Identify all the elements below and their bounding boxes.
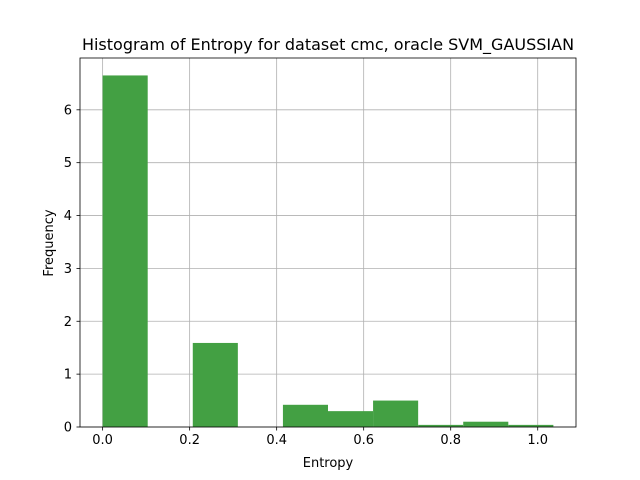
chart-title: Histogram of Entropy for dataset cmc, or… xyxy=(82,35,574,55)
histogram-bar-7 xyxy=(418,424,464,427)
x-tick-label-4: 0.8 xyxy=(440,433,461,448)
y-tick-label-0: 0 xyxy=(64,421,72,436)
y-tick-label-5: 5 xyxy=(64,156,72,171)
x-axis-label: Entropy xyxy=(303,456,354,471)
grid-lines xyxy=(80,58,576,428)
histogram-bar-8 xyxy=(463,421,509,427)
y-tick-label-2: 2 xyxy=(64,315,72,330)
x-tick-label-3: 0.6 xyxy=(353,433,374,448)
x-axis-ticks: 0.0 0.2 0.4 0.6 0.8 1.0 xyxy=(92,427,548,448)
x-tick-label-2: 0.4 xyxy=(266,433,287,448)
histogram-bar-2 xyxy=(192,342,238,427)
histogram-bar-9 xyxy=(508,424,554,427)
histogram-bar-4 xyxy=(282,404,328,427)
x-tick-label-5: 1.0 xyxy=(527,433,548,448)
histogram-bar-0 xyxy=(102,75,148,427)
histogram-bar-6 xyxy=(373,400,419,427)
y-axis-ticks: 0 1 2 3 4 5 6 xyxy=(64,103,80,436)
y-tick-label-6: 6 xyxy=(64,103,72,118)
x-tick-label-0: 0.0 xyxy=(92,433,113,448)
histogram-bar-5 xyxy=(328,411,374,427)
x-tick-label-1: 0.2 xyxy=(179,433,200,448)
plot-frame xyxy=(79,57,577,428)
y-axis-label: Frequency xyxy=(42,209,57,276)
y-tick-label-4: 4 xyxy=(64,209,72,224)
histogram-bars xyxy=(102,75,554,427)
y-tick-label-1: 1 xyxy=(64,368,72,383)
plot-area xyxy=(80,58,576,427)
y-tick-label-3: 3 xyxy=(64,262,72,277)
